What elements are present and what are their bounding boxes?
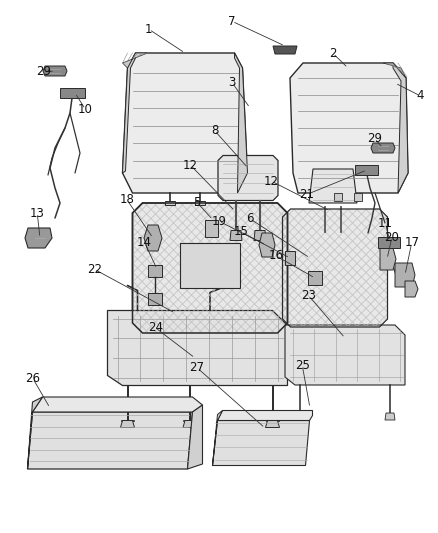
Text: 18: 18 — [120, 193, 134, 206]
Text: 3: 3 — [229, 76, 236, 89]
Polygon shape — [385, 413, 395, 420]
Polygon shape — [371, 143, 395, 153]
Polygon shape — [123, 53, 247, 193]
Polygon shape — [290, 63, 408, 193]
Polygon shape — [234, 53, 247, 193]
Text: 24: 24 — [148, 321, 163, 334]
Polygon shape — [265, 421, 279, 427]
Polygon shape — [144, 225, 162, 251]
Polygon shape — [309, 169, 357, 203]
Text: 19: 19 — [212, 215, 226, 228]
Polygon shape — [283, 209, 388, 327]
Polygon shape — [380, 248, 396, 270]
Polygon shape — [383, 63, 406, 78]
Polygon shape — [218, 410, 312, 421]
Text: 1: 1 — [145, 23, 153, 36]
Polygon shape — [183, 421, 197, 427]
Text: 12: 12 — [183, 159, 198, 172]
Text: 20: 20 — [385, 231, 399, 244]
Text: 21: 21 — [299, 188, 314, 201]
Polygon shape — [205, 220, 218, 237]
Text: 10: 10 — [78, 103, 93, 116]
Text: 5: 5 — [194, 196, 201, 209]
Polygon shape — [180, 243, 240, 288]
Text: 11: 11 — [378, 217, 393, 230]
Text: 29: 29 — [367, 132, 382, 145]
Text: 25: 25 — [295, 359, 310, 372]
Text: 27: 27 — [190, 361, 205, 374]
Polygon shape — [133, 203, 287, 333]
Polygon shape — [259, 233, 275, 257]
Polygon shape — [395, 263, 415, 287]
Polygon shape — [28, 412, 192, 469]
Polygon shape — [218, 156, 278, 200]
Text: 2: 2 — [329, 47, 337, 60]
Text: 13: 13 — [30, 207, 45, 220]
Polygon shape — [378, 237, 400, 248]
Polygon shape — [123, 53, 148, 68]
Polygon shape — [32, 397, 202, 412]
Polygon shape — [285, 251, 295, 265]
Polygon shape — [28, 397, 42, 469]
Polygon shape — [355, 165, 378, 175]
Text: 16: 16 — [268, 249, 283, 262]
Polygon shape — [308, 271, 322, 285]
Text: 6: 6 — [246, 212, 254, 225]
Text: 22: 22 — [87, 263, 102, 276]
Polygon shape — [43, 66, 67, 76]
Text: 17: 17 — [404, 236, 419, 249]
Text: 4: 4 — [417, 90, 424, 102]
Polygon shape — [25, 228, 52, 248]
Text: 29: 29 — [36, 66, 51, 78]
Polygon shape — [123, 53, 135, 173]
Polygon shape — [107, 311, 287, 385]
Polygon shape — [273, 46, 297, 54]
Polygon shape — [212, 410, 223, 465]
Polygon shape — [334, 193, 342, 201]
Polygon shape — [295, 413, 305, 420]
Polygon shape — [187, 405, 202, 469]
Polygon shape — [212, 421, 310, 465]
Polygon shape — [60, 88, 85, 98]
Polygon shape — [148, 293, 162, 305]
Polygon shape — [393, 63, 408, 193]
Text: 12: 12 — [264, 175, 279, 188]
Polygon shape — [165, 201, 175, 205]
Polygon shape — [120, 421, 134, 427]
Polygon shape — [354, 193, 362, 201]
Text: 14: 14 — [137, 236, 152, 249]
Text: 8: 8 — [211, 124, 218, 137]
Polygon shape — [195, 201, 205, 205]
Text: 26: 26 — [25, 372, 40, 385]
Polygon shape — [405, 281, 418, 297]
Text: 7: 7 — [228, 15, 236, 28]
Polygon shape — [254, 230, 266, 240]
Text: 15: 15 — [233, 225, 248, 238]
Polygon shape — [148, 265, 162, 277]
Polygon shape — [230, 230, 242, 240]
Polygon shape — [285, 325, 405, 385]
Text: 23: 23 — [301, 289, 316, 302]
